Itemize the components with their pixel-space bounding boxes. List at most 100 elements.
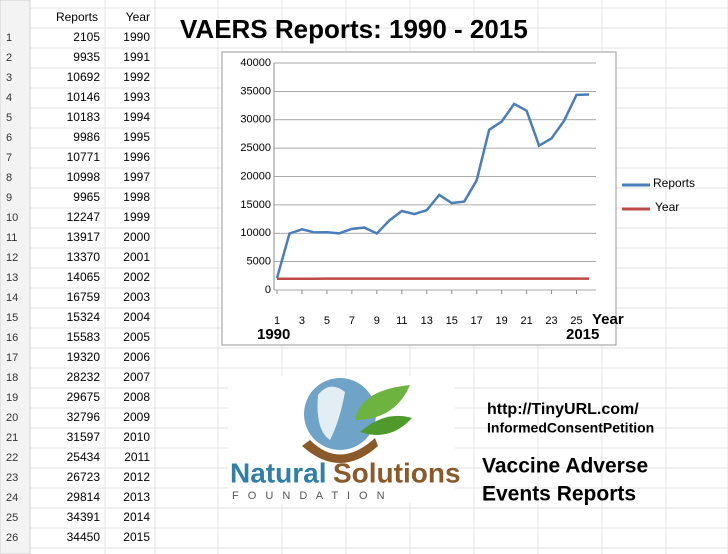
row-number: 20 — [6, 412, 18, 424]
logo-word: Natural — [230, 457, 326, 488]
y-tick-label: 25000 — [240, 142, 271, 154]
url: http://TinyURL.com/ — [487, 401, 639, 418]
cell: 2008 — [123, 390, 150, 404]
logo-leaf — [355, 385, 410, 420]
cell: 10146 — [67, 90, 101, 104]
cell: 10998 — [67, 170, 101, 184]
column-header: Reports — [56, 10, 98, 24]
logo: Natural Solutions F O U N D A T I O N — [228, 376, 461, 503]
y-tick-label: 35000 — [240, 85, 271, 97]
caption: Events Reports — [482, 483, 636, 506]
x-tick-label: 23 — [545, 315, 557, 327]
cell: 13917 — [67, 230, 101, 244]
cell: 2105 — [73, 30, 100, 44]
cell: 15324 — [67, 310, 101, 324]
cell: 9935 — [73, 50, 100, 64]
cell: 2013 — [123, 490, 150, 504]
x-tick-label: 15 — [446, 315, 458, 327]
cell: 1991 — [123, 50, 150, 64]
x-axis-label: Year — [592, 311, 624, 328]
row-header-bg — [0, 0, 31, 554]
cell: 2014 — [123, 510, 150, 524]
cell: 9965 — [73, 190, 100, 204]
cell: 12247 — [67, 210, 101, 224]
x-tick-label: 11 — [396, 315, 407, 327]
row-number: 6 — [6, 132, 12, 144]
cell: 10692 — [67, 70, 101, 84]
y-tick-label: 40000 — [240, 57, 271, 69]
legend-label: Reports — [653, 176, 695, 190]
row-number: 15 — [6, 312, 18, 324]
row-number: 23 — [6, 472, 18, 484]
y-tick-label: 20000 — [240, 170, 271, 182]
url: InformedConsentPetition — [487, 420, 654, 436]
cell: 1994 — [123, 110, 150, 124]
cell: 16759 — [67, 290, 101, 304]
x-tick-label: 25 — [570, 315, 582, 327]
x-tick-label: 9 — [374, 315, 380, 327]
logo-hand — [302, 438, 378, 463]
row-number: 16 — [6, 332, 18, 344]
cell: 2002 — [123, 270, 150, 284]
cell: 1992 — [123, 70, 150, 84]
row-number: 9 — [6, 192, 12, 204]
y-tick-label: 5000 — [247, 256, 271, 268]
y-tick-label: 0 — [265, 284, 271, 296]
logo-sub: F O U N D A T I O N — [232, 490, 388, 502]
row-number: 18 — [6, 372, 18, 384]
row-number: 17 — [6, 352, 18, 364]
cell: 29675 — [67, 390, 101, 404]
cell: 9986 — [73, 130, 100, 144]
cell: 1995 — [123, 130, 150, 144]
cell: 2011 — [124, 450, 150, 464]
cell: 1990 — [123, 30, 150, 44]
logo-word: Solutions — [333, 457, 461, 488]
cell: 26723 — [67, 470, 101, 484]
cell: 2007 — [123, 370, 150, 384]
cell: 19320 — [67, 350, 101, 364]
row-number: 26 — [6, 532, 18, 544]
row-number: 8 — [6, 172, 12, 184]
logo-leaf — [360, 415, 412, 435]
row-number: 14 — [6, 292, 18, 304]
cell: 14065 — [67, 270, 101, 284]
row-number: 19 — [6, 392, 18, 404]
cell: 28232 — [67, 370, 101, 384]
row-number: 24 — [6, 492, 18, 504]
row-number: 25 — [6, 512, 18, 524]
row-number: 10 — [6, 212, 18, 224]
line-series — [275, 93, 590, 279]
cell: 1993 — [123, 90, 150, 104]
cell: 10183 — [67, 110, 101, 124]
x-tick-label: 7 — [349, 315, 355, 327]
x-tick-label: 17 — [471, 315, 483, 327]
cell: 2003 — [123, 290, 150, 304]
cell: 1998 — [123, 190, 150, 204]
x-tick-label: 5 — [324, 315, 330, 327]
cell: 15583 — [67, 330, 101, 344]
row-number: 4 — [6, 92, 12, 104]
row-number: 5 — [6, 112, 12, 124]
cell: 2001 — [123, 250, 150, 264]
cell: 2000 — [123, 230, 150, 244]
cell: 25434 — [67, 450, 101, 464]
y-tick-label: 30000 — [240, 114, 271, 126]
cell: 13370 — [67, 250, 101, 264]
chart-frame — [221, 51, 617, 346]
column-header: Year — [126, 10, 150, 24]
annotation: 2015 — [566, 326, 599, 343]
cell: 2015 — [123, 530, 150, 544]
row-number: 21 — [6, 432, 18, 444]
row-number: 13 — [6, 272, 18, 284]
y-tick-label: 10000 — [240, 227, 271, 239]
legend-label: Year — [655, 200, 679, 214]
annotation: 1990 — [257, 326, 290, 343]
x-tick-label: 19 — [496, 315, 508, 327]
x-tick-label: 3 — [299, 315, 305, 327]
cell: 1999 — [123, 210, 150, 224]
cell: 2006 — [123, 350, 150, 364]
cell: 2012 — [123, 470, 150, 484]
row-number: 1 — [6, 32, 12, 44]
cell: 1996 — [123, 150, 150, 164]
